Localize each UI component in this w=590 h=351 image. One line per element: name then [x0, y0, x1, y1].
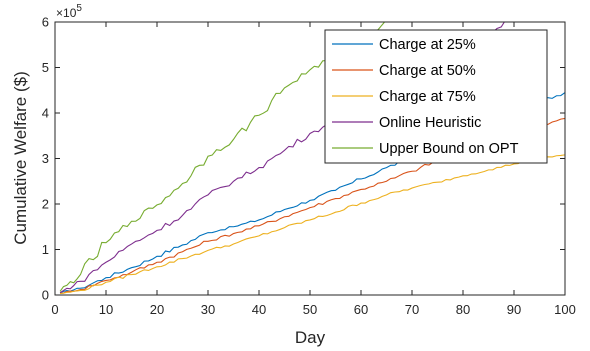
legend-label-3: Online Heuristic [379, 115, 481, 131]
series-line-4 [59, 22, 386, 292]
x-tick-label: 10 [99, 302, 113, 317]
x-tick-label: 80 [456, 302, 470, 317]
y-tick-label: 3 [42, 151, 49, 166]
y-tick-label: 5 [42, 60, 49, 75]
y-tick-label: 0 [42, 288, 49, 303]
legend-label-2: Charge at 75% [379, 89, 476, 105]
y-tick-label: 6 [42, 15, 49, 30]
x-tick-label: 90 [507, 302, 521, 317]
ticks-group: 0 10 20 30 40 50 60 70 80 90 100 0 1 2 3 4 5 6 [42, 15, 576, 318]
y-tick-label: 4 [42, 106, 49, 121]
y-exponent-base: × [56, 6, 63, 20]
series-line-2 [60, 154, 565, 295]
x-tick-label: 70 [405, 302, 419, 317]
x-tick-label: 100 [554, 302, 576, 317]
x-tick-label: 50 [303, 302, 317, 317]
y-tick-label: 1 [42, 242, 49, 257]
y-exponent-power: 5 [76, 3, 82, 14]
legend: Charge at 25% Charge at 50% Charge at 75% O… [324, 29, 548, 164]
x-tick-label: 0 [51, 302, 58, 317]
x-tick-label: 60 [354, 302, 368, 317]
legend-label-0: Charge at 25% [379, 37, 476, 53]
y-exponent-base-number: 10 [63, 6, 77, 20]
legend-label-1: Charge at 50% [379, 63, 476, 79]
y-axis-label: Cumulative Welfare ($) [11, 71, 30, 245]
x-tick-label: 30 [201, 302, 215, 317]
x-tick-label: 20 [150, 302, 164, 317]
y-tick-label: 2 [42, 197, 49, 212]
x-tick-label: 40 [252, 302, 266, 317]
x-axis-label: Day [295, 328, 326, 347]
legend-label-4: Upper Bound on OPT [379, 141, 519, 157]
y-axis-exponent: ×105 [56, 3, 82, 20]
